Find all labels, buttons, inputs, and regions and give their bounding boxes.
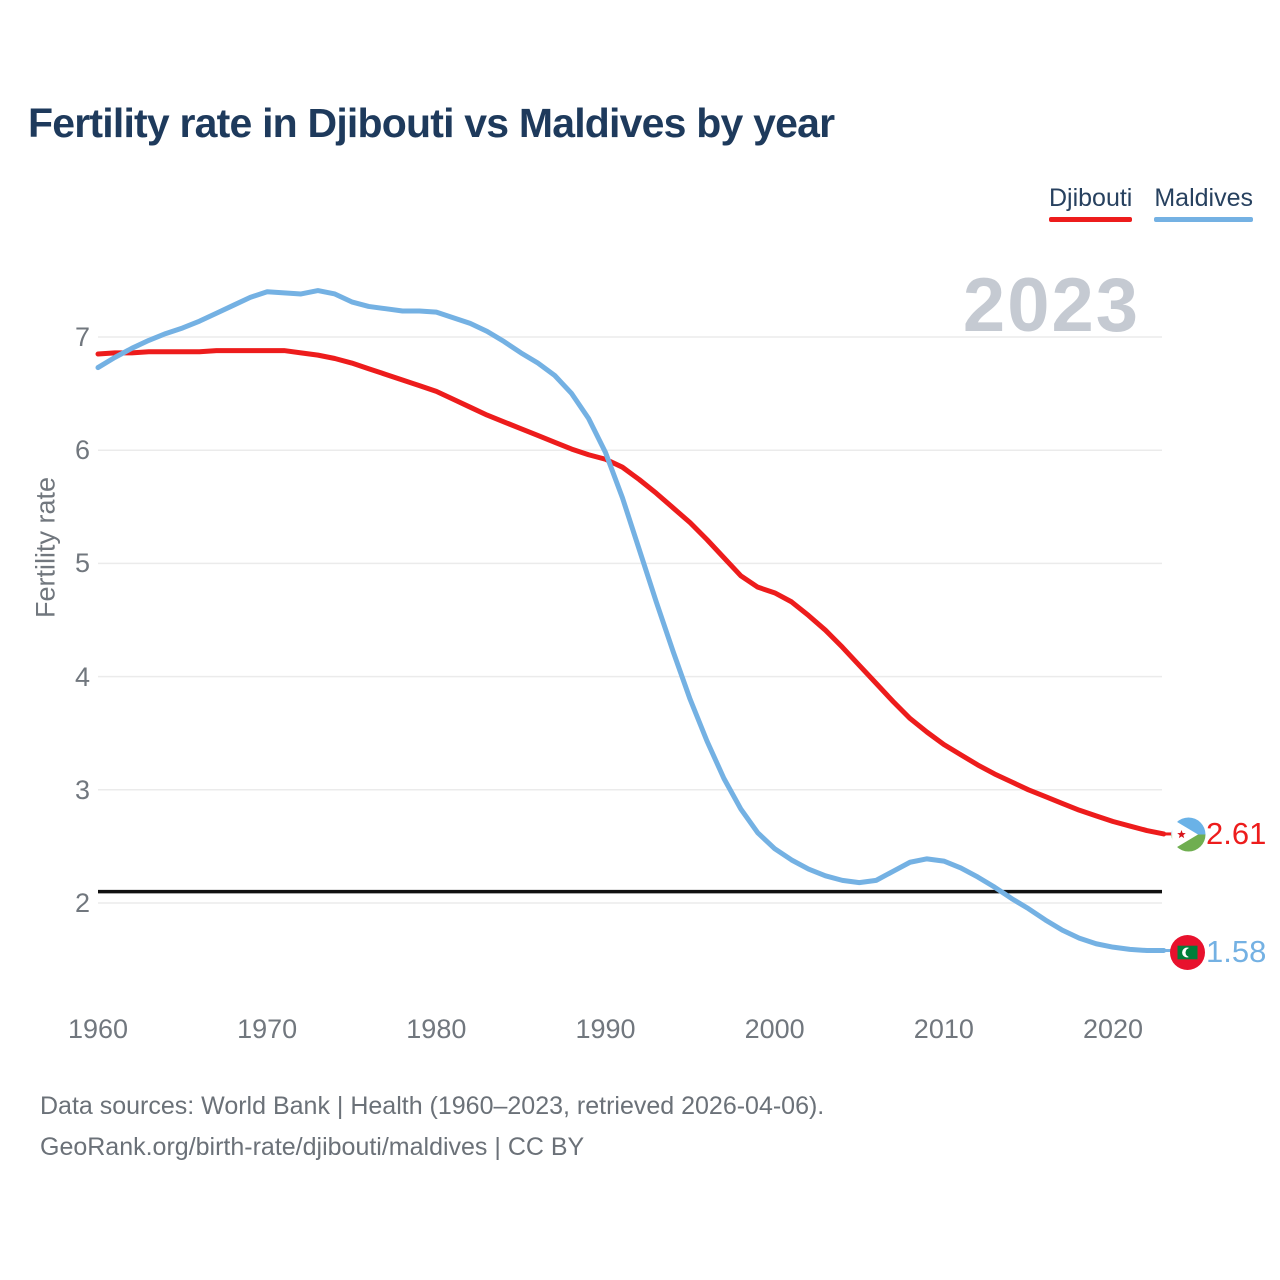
djibouti-flag-icon — [1171, 817, 1206, 852]
legend: Djibouti Maldives — [1048, 184, 1253, 222]
legend-swatch-djibouti — [1048, 217, 1133, 222]
maldives-line — [95, 288, 1167, 954]
legend-swatch-maldives — [1154, 217, 1253, 222]
legend-item-maldives[interactable]: Maldives — [1154, 184, 1253, 222]
djibouti-line — [95, 348, 1167, 837]
legend-label-maldives: Maldives — [1154, 184, 1253, 212]
legend-label-djibouti: Djibouti — [1048, 184, 1133, 212]
maldives-flag-icon — [1170, 935, 1205, 970]
legend-item-djibouti[interactable]: Djibouti — [1048, 184, 1133, 222]
watermark-year: 2023 — [962, 263, 1140, 348]
page-title: Fertility rate in Djibouti vs Maldives b… — [28, 100, 835, 146]
